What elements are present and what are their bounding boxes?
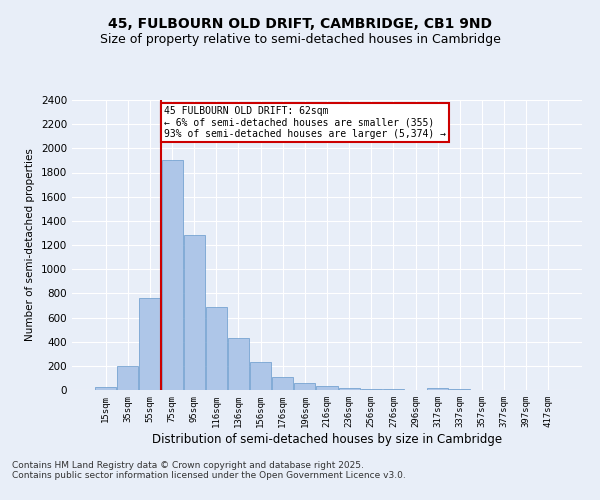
Bar: [449, 389, 470, 390]
Text: Size of property relative to semi-detached houses in Cambridge: Size of property relative to semi-detach…: [100, 32, 500, 46]
Bar: [338, 388, 359, 390]
Bar: [118, 366, 139, 390]
Bar: [95, 387, 116, 390]
Bar: [139, 298, 160, 390]
Bar: [361, 389, 382, 390]
Bar: [316, 386, 338, 390]
Y-axis label: Number of semi-detached properties: Number of semi-detached properties: [25, 148, 35, 342]
Bar: [184, 236, 205, 390]
Bar: [228, 338, 249, 390]
Bar: [250, 362, 271, 390]
Bar: [272, 376, 293, 390]
Bar: [427, 388, 448, 390]
Text: 45 FULBOURN OLD DRIFT: 62sqm
← 6% of semi-detached houses are smaller (355)
93% : 45 FULBOURN OLD DRIFT: 62sqm ← 6% of sem…: [164, 106, 446, 139]
Text: 45, FULBOURN OLD DRIFT, CAMBRIDGE, CB1 9ND: 45, FULBOURN OLD DRIFT, CAMBRIDGE, CB1 9…: [108, 18, 492, 32]
Text: Contains HM Land Registry data © Crown copyright and database right 2025.
Contai: Contains HM Land Registry data © Crown c…: [12, 460, 406, 480]
X-axis label: Distribution of semi-detached houses by size in Cambridge: Distribution of semi-detached houses by …: [152, 432, 502, 446]
Bar: [206, 306, 227, 390]
Bar: [161, 160, 182, 390]
Bar: [295, 383, 316, 390]
